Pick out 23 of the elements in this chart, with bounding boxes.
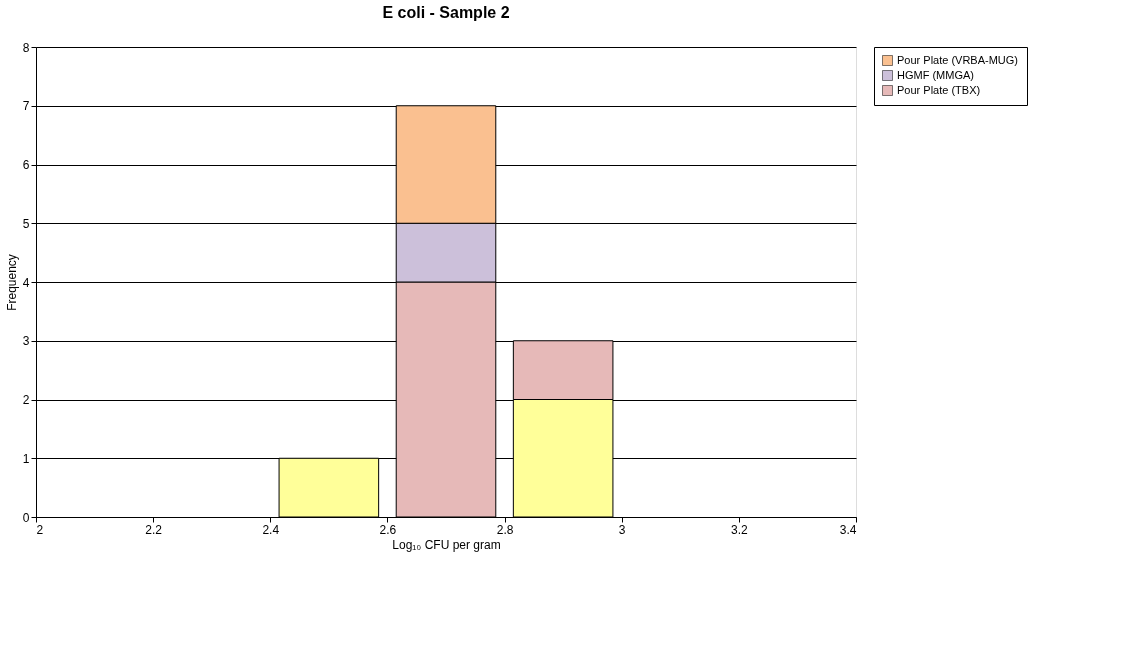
chart-title: E coli - Sample 2: [382, 4, 510, 21]
y-tick-label: 7: [22, 99, 30, 114]
y-tick-label: 5: [22, 216, 30, 231]
x-tick-label: 2.4: [262, 522, 280, 537]
x-tick-label: 3: [618, 522, 626, 537]
legend-label: Pour Plate (TBX): [897, 83, 981, 96]
y-tick-label: 0: [22, 510, 30, 525]
legend-label: Pour Plate (VRBA-MUG): [897, 53, 1019, 66]
x-tick-label: 2.6: [379, 522, 397, 537]
x-tick-label: 3.4: [839, 522, 857, 537]
x-tick-label: 3.2: [731, 522, 749, 537]
x-tick-label: 2.2: [145, 522, 163, 537]
y-axis-title: Frequency: [4, 254, 19, 311]
y-tick-label: 4: [22, 275, 30, 290]
y-tick-label: 3: [22, 334, 30, 349]
x-tick-label: 2.8: [496, 522, 514, 537]
x-axis-title: Log₁₀ CFU per gram: [392, 537, 501, 552]
y-tick-label: 6: [22, 158, 30, 172]
y-tick-label: 1: [22, 451, 30, 466]
x-tick-label: 2: [36, 522, 44, 537]
legend-label: HGMF (MMGA): [897, 68, 974, 81]
y-tick-label: 2: [22, 393, 30, 407]
y-tick-label: 8: [22, 40, 30, 55]
